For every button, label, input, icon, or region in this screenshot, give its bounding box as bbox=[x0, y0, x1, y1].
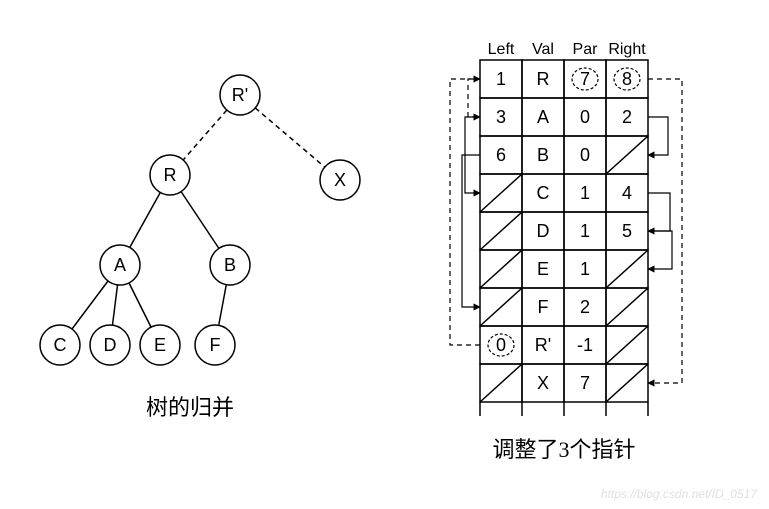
tree-node-label: E bbox=[154, 335, 166, 355]
table-cell-value: R' bbox=[535, 335, 551, 355]
table-cell-value: 2 bbox=[622, 107, 632, 127]
tree-edge bbox=[112, 285, 117, 325]
diagram-canvas: R'RXABCDEF树的归并LeftValParRight1R783A026B0… bbox=[0, 0, 769, 509]
table-cell-value: A bbox=[537, 107, 549, 127]
slash-icon bbox=[480, 250, 522, 288]
table-cell-value: C bbox=[537, 183, 550, 203]
table-cell-value: -1 bbox=[577, 335, 593, 355]
table-cell-value: D bbox=[537, 221, 550, 241]
slash-icon bbox=[480, 288, 522, 326]
table-header: Left bbox=[488, 41, 515, 58]
tree-node-label: C bbox=[54, 335, 67, 355]
table-cell-value: 1 bbox=[580, 259, 590, 279]
tree-edge bbox=[183, 110, 227, 160]
slash-icon bbox=[480, 174, 522, 212]
tree-edge bbox=[130, 192, 161, 247]
table-cell-value: 7 bbox=[580, 373, 590, 393]
table-cell-value: 1 bbox=[580, 221, 590, 241]
tree-edge bbox=[72, 281, 108, 329]
table-cell-value: R bbox=[537, 69, 550, 89]
slash-icon bbox=[480, 212, 522, 250]
slash-icon bbox=[606, 326, 648, 364]
slash-icon bbox=[606, 136, 648, 174]
pointer-arrow bbox=[648, 193, 670, 231]
table-cell-value: B bbox=[537, 145, 549, 165]
table-header: Val bbox=[532, 41, 554, 58]
table-cell-value: 1 bbox=[496, 69, 506, 89]
slash-icon bbox=[606, 250, 648, 288]
watermark-text: https://blog.csdn.net/ID_0517 bbox=[601, 487, 757, 501]
tree-edge bbox=[219, 285, 227, 326]
tree-node-label: R' bbox=[232, 85, 248, 105]
table-cell-value: 0 bbox=[496, 335, 506, 355]
pointer-arrow bbox=[648, 117, 668, 155]
table-cell-value: 1 bbox=[580, 183, 590, 203]
table-caption: 调整了3个指针 bbox=[492, 437, 635, 462]
table-cell-value: 8 bbox=[622, 69, 632, 89]
table-header: Right bbox=[608, 41, 646, 58]
tree-node-label: X bbox=[334, 170, 346, 190]
pointer-arrow bbox=[648, 231, 672, 269]
tree-node-label: B bbox=[224, 255, 236, 275]
tree-caption: 树的归并 bbox=[146, 395, 234, 420]
slash-icon bbox=[480, 364, 522, 402]
tree-edge bbox=[129, 283, 151, 327]
slash-icon bbox=[606, 288, 648, 326]
table-cell-value: 0 bbox=[580, 107, 590, 127]
tree-edge bbox=[255, 108, 325, 167]
tree-node-label: R bbox=[164, 165, 177, 185]
table-cell-value: X bbox=[537, 373, 549, 393]
pointer-arrow bbox=[468, 79, 480, 117]
tree-node-label: F bbox=[210, 335, 221, 355]
table-cell-value: 5 bbox=[622, 221, 632, 241]
tree-edge bbox=[181, 192, 219, 249]
table-cell-value: 3 bbox=[496, 107, 506, 127]
table-cell-value: E bbox=[537, 259, 549, 279]
tree-node-label: D bbox=[104, 335, 117, 355]
table-header: Par bbox=[573, 41, 599, 58]
table-cell-value: 7 bbox=[580, 69, 590, 89]
table-cell-value: 4 bbox=[622, 183, 632, 203]
table-cell-value: 2 bbox=[580, 297, 590, 317]
tree-node-label: A bbox=[114, 255, 126, 275]
table-cell-value: F bbox=[538, 297, 549, 317]
table-cell-value: 0 bbox=[580, 145, 590, 165]
table-cell-value: 6 bbox=[496, 145, 506, 165]
slash-icon bbox=[606, 364, 648, 402]
